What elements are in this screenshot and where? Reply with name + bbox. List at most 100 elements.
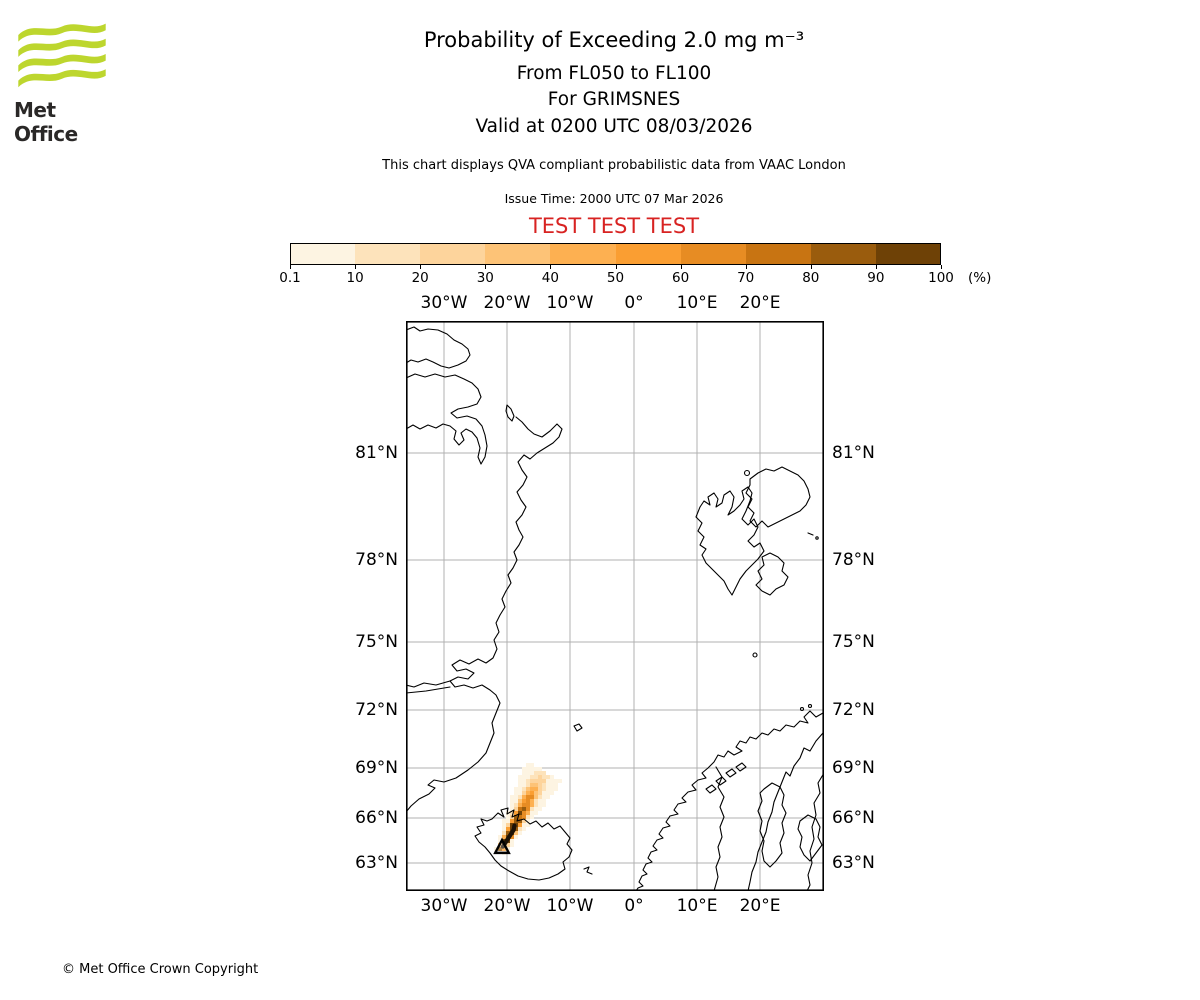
coastline-norway-islet-2: [807, 703, 813, 709]
plume-cell: [550, 779, 554, 783]
coastline-lake-1: [757, 782, 787, 868]
plume-cell: [514, 795, 518, 799]
coastline-lofoten-1: [735, 762, 747, 772]
colorbar-segment: [745, 243, 812, 265]
coastline-greenland-islet: [505, 404, 515, 422]
plume-cell: [546, 783, 550, 787]
plume-cell: [518, 827, 522, 831]
plume-cell: [518, 783, 522, 787]
plume-cell: [542, 791, 546, 795]
colorbar-segment: [420, 243, 486, 265]
plume-cell: [538, 775, 542, 779]
plume-cell: [522, 787, 526, 791]
lon-tick-label-bottom: 0°: [624, 896, 644, 916]
plume-cell: [506, 815, 510, 819]
plume-cell: [538, 795, 542, 799]
coastline-norway-inner-b: [713, 766, 725, 891]
plume-cell: [526, 807, 530, 811]
plume-cell: [530, 799, 534, 803]
probability-colorbar: [290, 243, 942, 265]
colorbar-tick: [485, 265, 487, 269]
plume-cell: [526, 803, 530, 807]
plume-cell: [526, 799, 530, 803]
plume-cell: [502, 839, 506, 843]
plume-cell: [522, 811, 526, 815]
plume-cell: [534, 779, 538, 783]
plume-cell: [530, 775, 534, 779]
plume-cell: [530, 791, 534, 795]
page-title: Probability of Exceeding 2.0 mg m⁻³: [423, 28, 805, 52]
map-plot: [406, 321, 824, 891]
coastline-greenland-fjord-arm-2: [406, 686, 451, 694]
colorbar-tick: [355, 265, 357, 269]
coastline-norway-inner-c: [806, 772, 824, 891]
plume-cell: [526, 823, 530, 827]
plume-cell: [510, 811, 514, 815]
plume-cell: [514, 819, 518, 823]
colorbar-segment: [810, 243, 877, 265]
lon-tick-label-bottom: 10°E: [676, 896, 718, 916]
plume-cell: [518, 779, 522, 783]
plume-cell: [550, 787, 554, 791]
plume-cell: [510, 795, 514, 799]
plume-cell: [538, 807, 542, 811]
met-office-logo: Met Office: [14, 16, 110, 146]
plume-cell: [538, 787, 542, 791]
colorbar-tick-label: 60: [672, 270, 690, 286]
valid-time-line: Valid at 0200 UTC 08/03/2026: [475, 116, 753, 137]
plume-cell: [538, 803, 542, 807]
plume-cell: [526, 779, 530, 783]
colorbar-segment: [615, 243, 682, 265]
plume-cell: [510, 819, 514, 823]
plume-cell: [506, 827, 510, 831]
coastline-norway-outer: [635, 710, 824, 891]
coastline-lake-2: [797, 814, 823, 862]
plume-cell: [510, 823, 514, 827]
logo-wave-band: [18, 69, 106, 88]
coastline-svalbard-islet: [743, 469, 751, 477]
coastline-nordaustlandet: [745, 466, 811, 528]
plume-cell: [518, 823, 522, 827]
plume-cell: [510, 803, 514, 807]
plume-cell: [538, 791, 542, 795]
plume-cell: [510, 839, 514, 843]
plume-cell: [498, 839, 502, 843]
colorbar-tick: [420, 265, 422, 269]
lon-tick-label-bottom: 20°E: [739, 896, 781, 916]
plume-cell: [522, 827, 526, 831]
plume-cell: [534, 807, 538, 811]
volcano-overlay: [493, 823, 517, 855]
plume-cell: [542, 771, 546, 775]
plume-cell: [530, 771, 534, 775]
lon-tick-label-bottom: 10°W: [546, 896, 594, 916]
compliance-note: This chart displays QVA compliant probab…: [382, 158, 846, 173]
coastline-faroe-islands: [583, 866, 593, 875]
colorbar-tick-label: 20: [411, 270, 429, 286]
plume-cell: [522, 803, 526, 807]
plume-cell: [522, 799, 526, 803]
plume-cell: [526, 795, 530, 799]
plume-cell: [550, 775, 554, 779]
colorbar-segment: [875, 243, 942, 265]
plume-cell: [550, 783, 554, 787]
plume-cell: [538, 779, 542, 783]
lon-tick-label-bottom: 20°W: [483, 896, 531, 916]
plume-cell: [510, 843, 514, 847]
plume-cell: [526, 811, 530, 815]
colorbar-tick-label: 80: [802, 270, 820, 286]
colorbar-unit-label: (%): [968, 270, 992, 286]
lon-tick-label-top: 10°E: [676, 293, 718, 313]
plume-cell: [518, 811, 522, 815]
plume-cell: [518, 807, 522, 811]
plume-cell: [514, 815, 518, 819]
plume-cell: [530, 783, 534, 787]
plume-cell: [514, 787, 518, 791]
plume-cell: [546, 787, 550, 791]
coastline-jan-mayen: [573, 723, 583, 732]
plume-cell: [542, 775, 546, 779]
plume-cell: [522, 767, 526, 771]
plume-cell: [558, 779, 562, 783]
plume-cell: [538, 767, 542, 771]
colorbar-tick: [941, 265, 942, 269]
colorbar-segment: [485, 243, 551, 265]
